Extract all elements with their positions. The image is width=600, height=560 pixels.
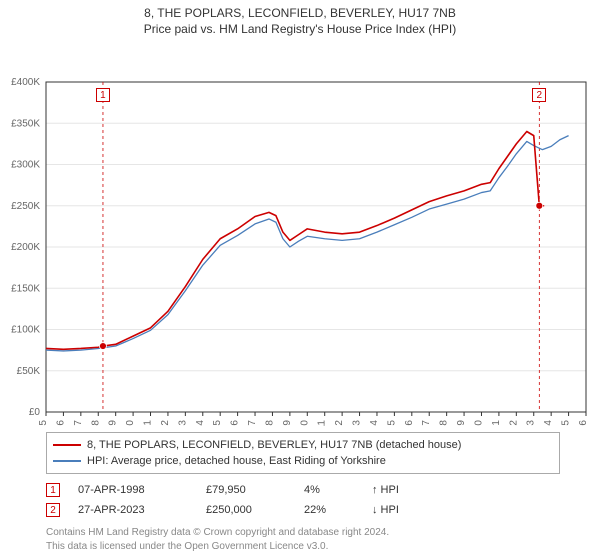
svg-text:2025: 2025 <box>561 420 572 426</box>
svg-text:£300K: £300K <box>11 160 40 171</box>
tx-date: 07-APR-1998 <box>78 484 188 496</box>
tx-direction: ↑ HPI <box>372 484 422 496</box>
svg-text:2021: 2021 <box>491 420 502 426</box>
svg-text:2010: 2010 <box>299 420 310 426</box>
tx-price: £79,950 <box>206 484 286 496</box>
svg-text:2008: 2008 <box>264 420 275 426</box>
svg-text:2000: 2000 <box>125 420 136 426</box>
svg-text:2009: 2009 <box>282 420 293 426</box>
svg-text:£350K: £350K <box>11 118 40 129</box>
svg-text:2002: 2002 <box>160 420 171 426</box>
svg-text:2020: 2020 <box>473 420 484 426</box>
svg-text:2019: 2019 <box>456 420 467 426</box>
legend-label: HPI: Average price, detached house, East… <box>87 455 386 467</box>
svg-text:2004: 2004 <box>195 420 206 426</box>
svg-text:£250K: £250K <box>11 201 40 212</box>
svg-text:£0: £0 <box>29 407 41 418</box>
tx-direction: ↓ HPI <box>372 504 422 516</box>
svg-text:2003: 2003 <box>177 420 188 426</box>
svg-text:2001: 2001 <box>143 420 154 426</box>
svg-text:2018: 2018 <box>439 420 450 426</box>
line-chart-svg: £0 £50K £100K £150K £200K £250K £300K £350K £400… <box>0 36 600 426</box>
svg-text:2024: 2024 <box>543 420 554 426</box>
legend-swatch <box>53 460 81 462</box>
tx-pct: 4% <box>304 484 354 496</box>
legend-row: 8, THE POPLARS, LECONFIELD, BEVERLEY, HU… <box>53 437 553 453</box>
chart-title: 8, THE POPLARS, LECONFIELD, BEVERLEY, HU… <box>0 6 600 20</box>
table-row: 1 07-APR-1998 £79,950 4% ↑ HPI <box>46 480 560 500</box>
svg-text:2013: 2013 <box>352 420 363 426</box>
transaction-badge: 2 <box>46 503 60 517</box>
chart-subtitle: Price paid vs. HM Land Registry's House … <box>0 22 600 36</box>
tx-date: 27-APR-2023 <box>78 504 188 516</box>
svg-text:2022: 2022 <box>508 420 519 426</box>
tx-price: £250,000 <box>206 504 286 516</box>
svg-text:1995: 1995 <box>38 420 49 426</box>
svg-text:2023: 2023 <box>526 420 537 426</box>
legend: 8, THE POPLARS, LECONFIELD, BEVERLEY, HU… <box>46 432 560 474</box>
tx-pct: 22% <box>304 504 354 516</box>
chart-area: £0 £50K £100K £150K £200K £250K £300K £350K £400… <box>0 36 600 426</box>
svg-text:2006: 2006 <box>230 420 241 426</box>
svg-text:£150K: £150K <box>11 283 40 294</box>
legend-swatch <box>53 444 81 446</box>
svg-text:2005: 2005 <box>212 420 223 426</box>
transaction-marker-badge: 2 <box>532 88 546 102</box>
svg-text:2016: 2016 <box>404 420 415 426</box>
transaction-marker-badge: 1 <box>96 88 110 102</box>
footer-attribution: Contains HM Land Registry data © Crown c… <box>46 526 560 553</box>
svg-text:2011: 2011 <box>317 420 328 426</box>
table-row: 2 27-APR-2023 £250,000 22% ↓ HPI <box>46 500 560 520</box>
svg-text:£50K: £50K <box>17 366 41 377</box>
transaction-table: 1 07-APR-1998 £79,950 4% ↑ HPI 2 27-APR-2023 £2… <box>46 480 560 520</box>
svg-text:2026: 2026 <box>578 420 589 426</box>
svg-text:2007: 2007 <box>247 420 258 426</box>
svg-text:2015: 2015 <box>386 420 397 426</box>
legend-label: 8, THE POPLARS, LECONFIELD, BEVERLEY, HU… <box>87 439 461 451</box>
svg-text:1996: 1996 <box>55 420 66 426</box>
svg-text:1998: 1998 <box>90 420 101 426</box>
svg-text:2014: 2014 <box>369 420 380 426</box>
svg-text:£200K: £200K <box>11 242 40 253</box>
footer-line-1: Contains HM Land Registry data © Crown c… <box>46 526 560 540</box>
svg-text:2017: 2017 <box>421 420 432 426</box>
transaction-badge: 1 <box>46 483 60 497</box>
footer-line-2: This data is licensed under the Open Gov… <box>46 540 560 554</box>
svg-text:1997: 1997 <box>73 420 84 426</box>
svg-text:2012: 2012 <box>334 420 345 426</box>
svg-text:£400K: £400K <box>11 77 40 88</box>
svg-text:£100K: £100K <box>11 325 40 336</box>
svg-text:1999: 1999 <box>108 420 119 426</box>
legend-row: HPI: Average price, detached house, East… <box>53 453 553 469</box>
